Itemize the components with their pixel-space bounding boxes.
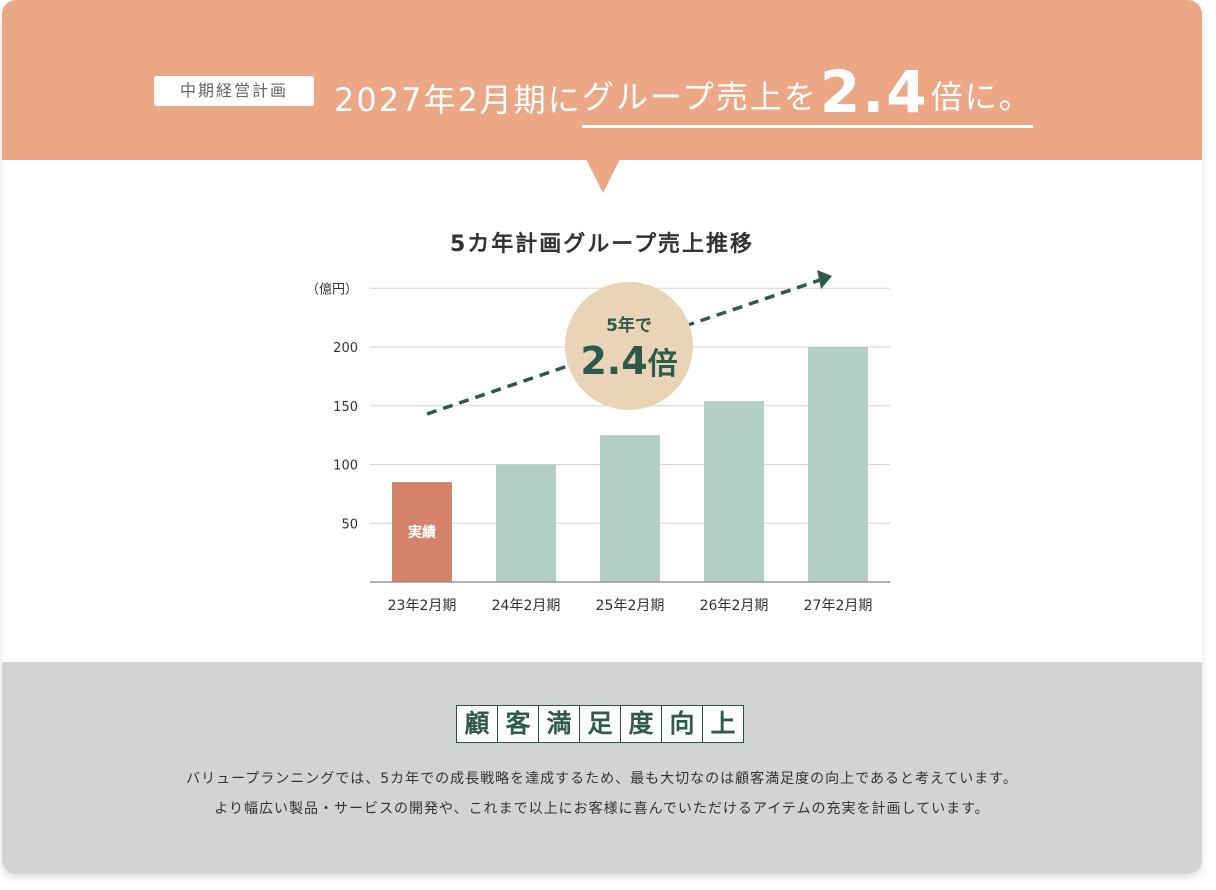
y-tick-label: 150 (333, 400, 358, 415)
headline-prefix: 2027年2月期に (334, 81, 582, 119)
heading-char-box: 度 (620, 705, 662, 743)
x-tick-label: 24年2月期 (492, 598, 561, 614)
pointer-triangle (586, 159, 620, 193)
y-tick-label: 50 (341, 517, 358, 532)
heading-char-box: 顧 (456, 705, 498, 743)
x-tick-label: 23年2月期 (388, 598, 457, 614)
bar (496, 464, 556, 582)
main-card: 中期経営計画 2027年2月期に グループ売上を 2.4 倍に。 5カ年計画グル… (2, 0, 1202, 874)
x-tick-label: 26年2月期 (700, 598, 769, 614)
badge-value-text: 2.4倍 (580, 339, 677, 383)
trend-arrow-head (817, 270, 832, 289)
badge-value: 2.4 (580, 339, 647, 383)
badge-unit: 倍 (648, 347, 678, 382)
x-tick-label: 27年2月期 (804, 598, 873, 614)
footer-section (2, 662, 1202, 874)
heading-char-box: 足 (579, 705, 621, 743)
footer-text-line2: より幅広い製品・サービスの開発や、これまで以上にお客様に喜んでいただけるアイテム… (214, 801, 990, 817)
footer-heading: 顧客満足度向上 (456, 705, 744, 743)
plan-tag: 中期経営計画 (154, 76, 314, 106)
footer-text-line1: バリュープランニングでは、5カ年での成長戦略を達成するため、最も大切なのは顧客満… (186, 771, 1018, 787)
bar (392, 482, 452, 582)
headline: 2027年2月期に グループ売上を 2.4 倍に。 (334, 48, 1033, 128)
heading-char-box: 客 (497, 705, 539, 743)
bar (808, 347, 868, 582)
y-tick-label: 100 (333, 459, 358, 474)
chart-title: 5カ年計画グループ売上推移 (450, 232, 754, 257)
x-tick-label: 25年2月期 (596, 598, 665, 614)
heading-char-box: 上 (702, 705, 744, 743)
y-axis-unit-label: （億円） (306, 281, 358, 297)
headline-underlined: グループ売上を (581, 78, 818, 116)
header-banner: 中期経営計画 2027年2月期に グループ売上を 2.4 倍に。 (2, 0, 1202, 160)
headline-number: 2.4 (819, 58, 929, 126)
bar (600, 435, 660, 582)
y-tick-label: 200 (333, 341, 358, 356)
headline-suffix: 倍に。 (930, 78, 1033, 116)
heading-char-box: 向 (661, 705, 703, 743)
bar (704, 401, 764, 582)
heading-char-box: 満 (538, 705, 580, 743)
bar-data-label: 実績 (408, 524, 436, 541)
headline-underlined-part: グループ売上を 2.4 倍に。 (581, 58, 1033, 128)
growth-badge (565, 282, 693, 410)
badge-text-line1: 5年で (606, 315, 652, 336)
